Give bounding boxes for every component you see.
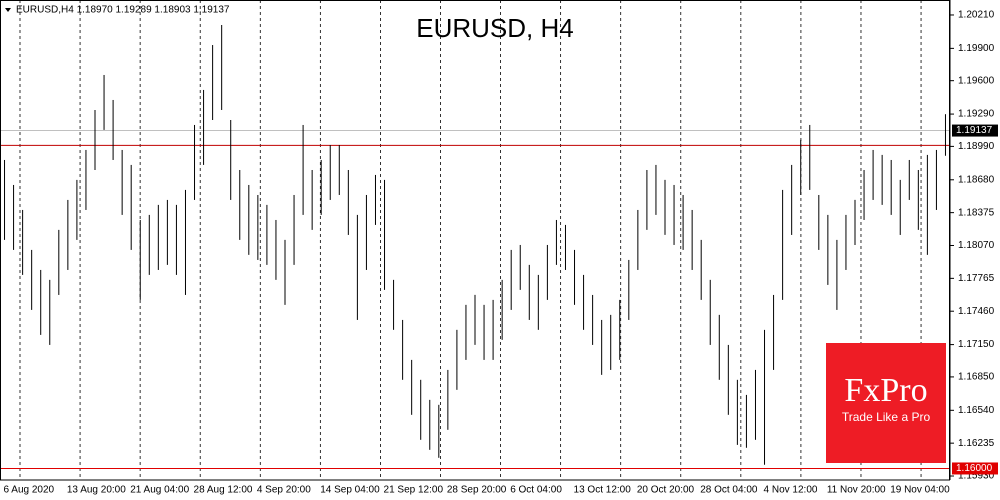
plot-frame <box>0 0 950 481</box>
y-tick-label: 1.15930 <box>958 471 995 482</box>
y-tick-label: 1.17150 <box>958 339 995 350</box>
y-tick-label: 1.18375 <box>958 207 995 218</box>
y-tick-label: 1.19900 <box>958 43 995 54</box>
y-tick-label: 1.18990 <box>958 141 995 152</box>
x-tick-label: 21 Sep 12:00 <box>384 485 444 496</box>
y-tick-label: 1.19600 <box>958 75 995 86</box>
bars <box>4 24 946 465</box>
y-tick-label: 1.16850 <box>958 372 995 383</box>
logo-name: FxPro <box>844 372 927 409</box>
y-tick-label: 1.17460 <box>958 306 995 317</box>
x-tick-label: 21 Aug 04:00 <box>130 485 189 496</box>
price-label-box <box>952 124 998 137</box>
price-label-box <box>952 462 998 475</box>
logo-box <box>826 343 946 463</box>
x-tick-label: 6 Oct 04:00 <box>510 485 562 496</box>
menu-arrow <box>5 8 11 12</box>
symbol-info: EURUSD,H4 1.18970 1.19289 1.18903 1.1913… <box>16 5 230 16</box>
y-tick-label: 1.18070 <box>958 240 995 251</box>
y-tick-label: 1.16235 <box>958 438 995 449</box>
x-tick-label: 13 Oct 12:00 <box>574 485 632 496</box>
price-label: 1.16000 <box>956 463 993 474</box>
x-tick-label: 28 Aug 12:00 <box>194 485 253 496</box>
x-tick-label: 28 Oct 04:00 <box>700 485 758 496</box>
x-tick-label: 4 Sep 20:00 <box>257 485 311 496</box>
y-tick-label: 1.20210 <box>958 10 995 21</box>
logo-tagline: Trade Like a Pro <box>842 410 931 424</box>
x-tick-label: 4 Nov 12:00 <box>764 485 818 496</box>
y-tick-label: 1.18680 <box>958 174 995 185</box>
y-tick-label: 1.16540 <box>958 405 995 416</box>
x-tick-label: 28 Sep 20:00 <box>447 485 507 496</box>
y-tick-label: 1.19290 <box>958 109 995 120</box>
vertical-grid <box>0 0 950 480</box>
chart-title: EURUSD, H4 <box>416 13 573 43</box>
x-tick-label: 11 Nov 20:00 <box>827 485 886 496</box>
y-tick-label: 1.17765 <box>958 273 995 284</box>
x-tick-label: 20 Oct 20:00 <box>637 485 695 496</box>
x-tick-label: 6 Aug 2020 <box>4 485 55 496</box>
x-tick-label: 13 Aug 20:00 <box>67 485 126 496</box>
price-label: 1.19137 <box>956 125 993 136</box>
x-tick-label: 14 Sep 04:00 <box>320 485 380 496</box>
x-tick-label: 19 Nov 04:00 <box>890 485 950 496</box>
